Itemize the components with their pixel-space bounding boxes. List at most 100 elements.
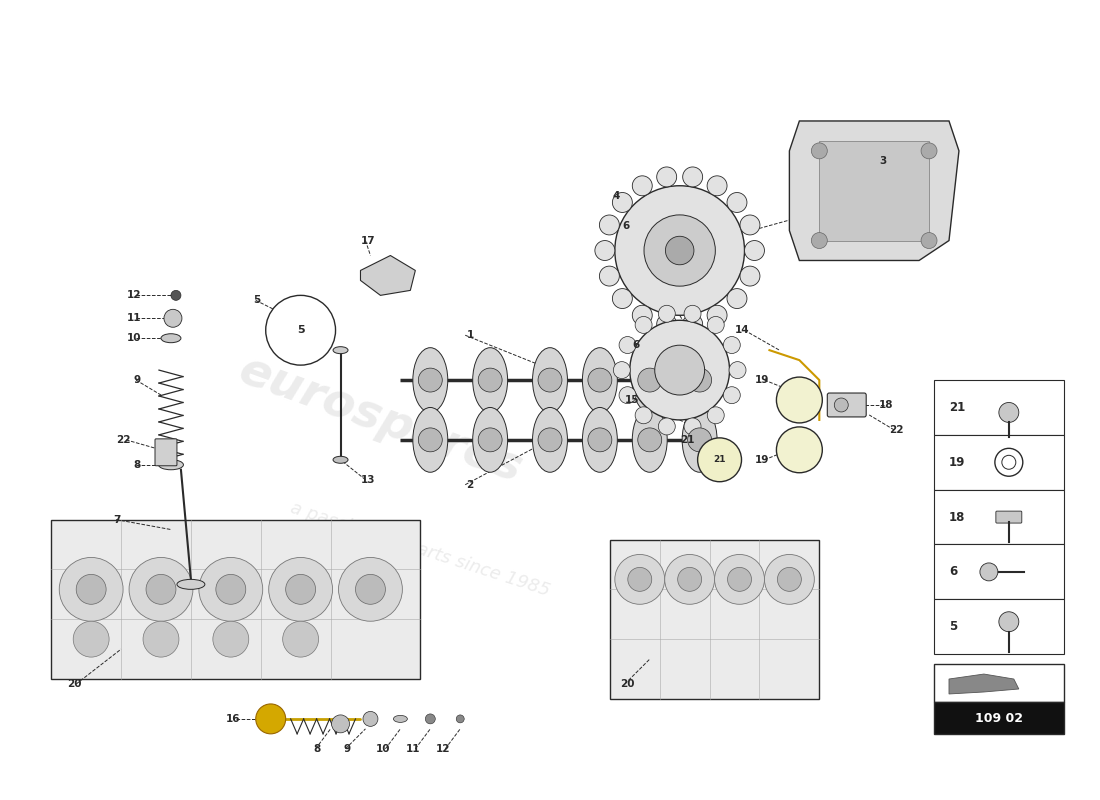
Circle shape bbox=[697, 438, 741, 482]
Text: 1: 1 bbox=[466, 330, 474, 340]
Circle shape bbox=[777, 427, 823, 473]
Circle shape bbox=[478, 428, 502, 452]
Circle shape bbox=[921, 233, 937, 249]
Circle shape bbox=[286, 574, 316, 604]
Circle shape bbox=[745, 241, 764, 261]
Circle shape bbox=[658, 306, 675, 322]
Circle shape bbox=[729, 362, 746, 378]
Text: 21: 21 bbox=[713, 455, 726, 464]
Polygon shape bbox=[609, 539, 820, 699]
Text: 11: 11 bbox=[126, 314, 141, 323]
Circle shape bbox=[59, 558, 123, 622]
Text: 22: 22 bbox=[117, 435, 131, 445]
Circle shape bbox=[614, 362, 630, 378]
Circle shape bbox=[764, 554, 814, 604]
Circle shape bbox=[812, 233, 827, 249]
Text: 9: 9 bbox=[343, 744, 351, 754]
Circle shape bbox=[632, 306, 652, 326]
Text: 6: 6 bbox=[632, 340, 640, 350]
Ellipse shape bbox=[632, 407, 668, 472]
Circle shape bbox=[683, 314, 703, 334]
Ellipse shape bbox=[177, 579, 205, 590]
Circle shape bbox=[129, 558, 192, 622]
Circle shape bbox=[613, 289, 632, 309]
Circle shape bbox=[727, 193, 747, 213]
Circle shape bbox=[268, 558, 332, 622]
Circle shape bbox=[1002, 455, 1015, 470]
Ellipse shape bbox=[682, 348, 717, 413]
Bar bbox=[934, 702, 1064, 734]
Polygon shape bbox=[52, 519, 420, 679]
Circle shape bbox=[613, 193, 632, 213]
Circle shape bbox=[199, 558, 263, 622]
Circle shape bbox=[999, 612, 1019, 632]
FancyBboxPatch shape bbox=[827, 393, 866, 417]
Circle shape bbox=[778, 567, 802, 591]
Circle shape bbox=[994, 448, 1023, 476]
Circle shape bbox=[418, 368, 442, 392]
Text: 20: 20 bbox=[67, 679, 81, 689]
Circle shape bbox=[587, 368, 612, 392]
Circle shape bbox=[834, 398, 848, 412]
Text: 4: 4 bbox=[613, 190, 619, 201]
Circle shape bbox=[170, 290, 180, 300]
Circle shape bbox=[688, 368, 712, 392]
Text: 9: 9 bbox=[134, 375, 141, 385]
Circle shape bbox=[664, 554, 715, 604]
Circle shape bbox=[740, 215, 760, 235]
Circle shape bbox=[657, 314, 676, 334]
Circle shape bbox=[657, 167, 676, 187]
Circle shape bbox=[707, 306, 727, 326]
Text: 10: 10 bbox=[376, 744, 390, 754]
Text: 6: 6 bbox=[949, 566, 957, 578]
Circle shape bbox=[538, 368, 562, 392]
Ellipse shape bbox=[473, 348, 507, 413]
Circle shape bbox=[363, 711, 378, 726]
Text: 19: 19 bbox=[755, 375, 769, 385]
Circle shape bbox=[638, 368, 662, 392]
Circle shape bbox=[615, 554, 664, 604]
Text: 13: 13 bbox=[361, 474, 375, 485]
Circle shape bbox=[587, 428, 612, 452]
Text: 21: 21 bbox=[949, 401, 965, 414]
Circle shape bbox=[283, 622, 319, 657]
Text: 19: 19 bbox=[949, 456, 966, 469]
Circle shape bbox=[724, 337, 740, 354]
Circle shape bbox=[628, 567, 651, 591]
Bar bbox=[934, 435, 1064, 490]
Circle shape bbox=[678, 567, 702, 591]
Text: 16: 16 bbox=[227, 714, 241, 724]
Bar bbox=[934, 599, 1064, 654]
Ellipse shape bbox=[394, 715, 407, 722]
Text: 6: 6 bbox=[623, 221, 630, 230]
Text: 3: 3 bbox=[879, 156, 887, 166]
Circle shape bbox=[619, 386, 636, 404]
Polygon shape bbox=[361, 255, 416, 295]
FancyBboxPatch shape bbox=[155, 439, 177, 466]
Ellipse shape bbox=[161, 334, 180, 342]
Circle shape bbox=[164, 310, 182, 327]
Ellipse shape bbox=[582, 407, 617, 472]
Polygon shape bbox=[949, 674, 1019, 694]
Circle shape bbox=[143, 622, 179, 657]
Circle shape bbox=[727, 567, 751, 591]
Circle shape bbox=[456, 715, 464, 723]
Circle shape bbox=[658, 418, 675, 435]
Text: eurospares: eurospares bbox=[232, 348, 528, 492]
Polygon shape bbox=[820, 141, 930, 241]
Text: 15: 15 bbox=[625, 395, 640, 405]
Circle shape bbox=[635, 317, 652, 334]
Circle shape bbox=[615, 186, 745, 315]
Text: 109 02: 109 02 bbox=[975, 712, 1023, 725]
Ellipse shape bbox=[582, 348, 617, 413]
Circle shape bbox=[688, 428, 712, 452]
Ellipse shape bbox=[158, 460, 184, 470]
Circle shape bbox=[630, 320, 729, 420]
Circle shape bbox=[266, 295, 336, 365]
Ellipse shape bbox=[682, 407, 717, 472]
Circle shape bbox=[683, 167, 703, 187]
Text: 19: 19 bbox=[755, 454, 769, 465]
Ellipse shape bbox=[333, 346, 348, 354]
Circle shape bbox=[339, 558, 403, 622]
Circle shape bbox=[921, 143, 937, 159]
